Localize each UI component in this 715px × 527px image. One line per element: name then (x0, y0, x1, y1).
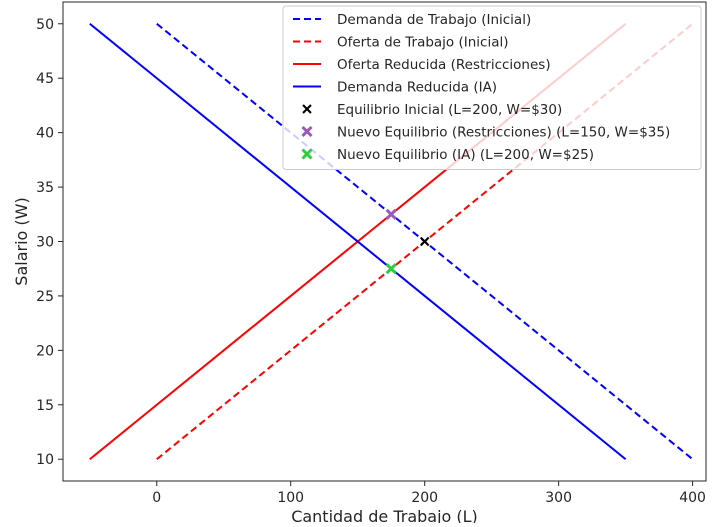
legend-label-5: Nuevo Equilibrio (Restricciones) (L=150,… (337, 125, 670, 141)
y-tick-label: 10 (36, 452, 54, 468)
legend-label-4: Equilibrio Inicial (L=200, W=$30) (337, 102, 562, 118)
legend: Demanda de Trabajo (Inicial) Oferta de Tr… (282, 5, 702, 170)
legend-swatch-5 (301, 125, 313, 138)
legend-label-2: Oferta Reducida (Restricciones) (337, 57, 551, 73)
axis-layer: 0 100 200 300 400 10 15 20 25 30 35 40 45 50 (36, 17, 706, 506)
y-tick-label: 20 (36, 343, 54, 359)
legend-swatch-6 (301, 148, 313, 160)
y-tick-label: 40 (36, 126, 54, 142)
legend-label-0: Demanda de Trabajo (Inicial) (337, 12, 531, 28)
y-axis-label: Salario (W) (12, 197, 31, 285)
y-tick-label: 35 (36, 180, 54, 196)
x-tick-label: 100 (277, 490, 304, 506)
y-tick-label: 30 (36, 235, 54, 251)
x-tick-label: 0 (152, 490, 161, 506)
x-axis-label: Cantidad de Trabajo (L) (291, 507, 478, 523)
series-line-3 (89, 22, 627, 461)
y-tick-label: 15 (36, 398, 54, 414)
series-point-5 (385, 208, 397, 220)
series-point-6 (385, 263, 397, 275)
y-tick-label: 25 (36, 289, 54, 305)
x-tick-label: 400 (679, 490, 706, 506)
points-layer (385, 208, 430, 275)
legend-label-1: Oferta de Trabajo (Inicial) (337, 35, 509, 51)
x-tick-label: 200 (411, 490, 438, 506)
x-tick-label: 300 (545, 490, 572, 506)
legend-label-3: Demanda Reducida (IA) (337, 80, 497, 96)
series-point-4 (419, 236, 430, 247)
legend-frame (282, 5, 702, 170)
legend-swatch-4 (302, 104, 312, 114)
y-tick-label: 45 (36, 71, 54, 87)
y-tick-label: 50 (36, 17, 54, 33)
legend-label-6: Nuevo Equilibrio (IA) (L=200, W=$25) (337, 147, 594, 163)
